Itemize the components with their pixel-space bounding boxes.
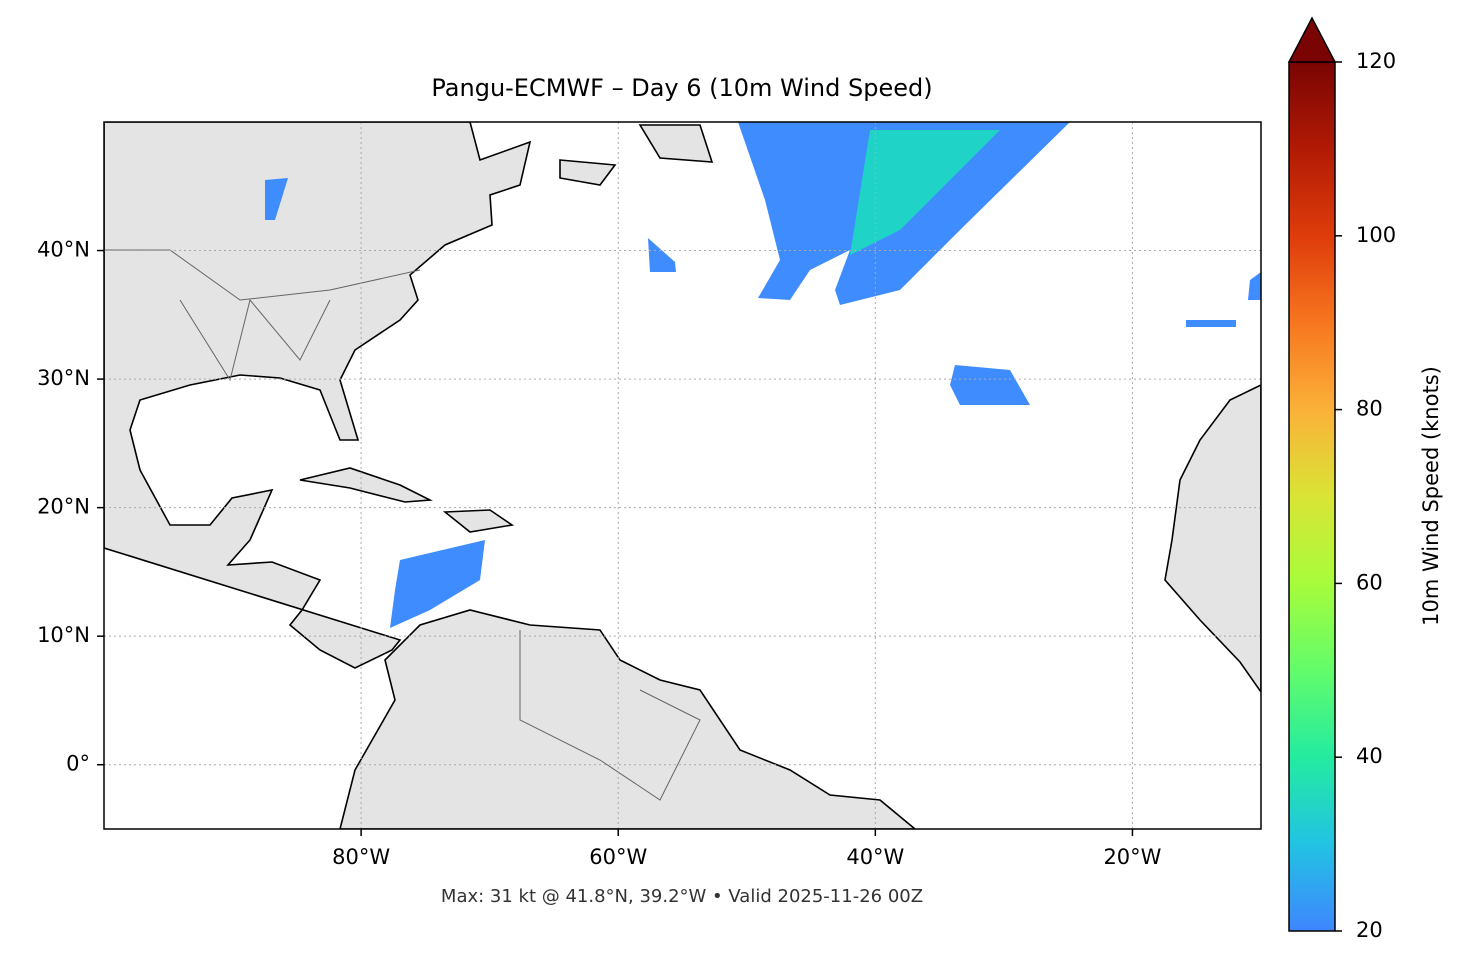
cuba [299,467,433,503]
map-area [104,122,1261,829]
south-america [339,609,917,829]
wind-region [265,178,288,220]
footer-note: Max: 31 kt @ 41.8°N, 39.2°W • Valid 2025… [441,886,923,907]
colorbar-tick-label: 100 [1356,223,1396,247]
x-tick-label: 60°W [589,845,647,869]
y-tick-label: 20°N [37,495,90,519]
state-borders [179,298,331,382]
colorbar-tick-label: 60 [1356,570,1383,594]
colorbar-tick-label: 80 [1356,397,1383,421]
y-tick-label: 30°N [37,366,90,390]
newfoundland [638,124,714,163]
north-america [104,122,532,669]
nova-scotia [559,159,617,186]
y-tick-label: 40°N [37,238,90,262]
country-borders [519,630,701,801]
x-tick-label: 20°W [1103,845,1161,869]
colorbar-tick-label: 20 [1356,918,1383,942]
wind-core [850,130,1000,255]
map-frame [103,121,1262,830]
colorbar-label: 10m Wind Speed (knots) [1419,366,1443,626]
wind-region [1248,272,1261,300]
chart-title: Pangu-ECMWF – Day 6 (10m Wind Speed) [431,74,932,102]
x-tick-label: 40°W [846,845,904,869]
colorbar-tick-label: 40 [1356,744,1383,768]
wind-region [950,365,1030,405]
x-tick-label: 80°W [332,845,390,869]
wind-region [1186,320,1236,327]
hispaniola [442,509,515,533]
colorbar-tick-label: 120 [1356,49,1396,73]
y-tick-label: 0° [66,752,90,776]
wind-region [648,238,676,272]
state-borders [104,249,421,301]
colorbar [1288,61,1336,932]
africa [1164,384,1261,694]
wind-region [390,540,485,628]
y-tick-label: 10°N [37,623,90,647]
colorbar-extend [1287,16,1337,63]
